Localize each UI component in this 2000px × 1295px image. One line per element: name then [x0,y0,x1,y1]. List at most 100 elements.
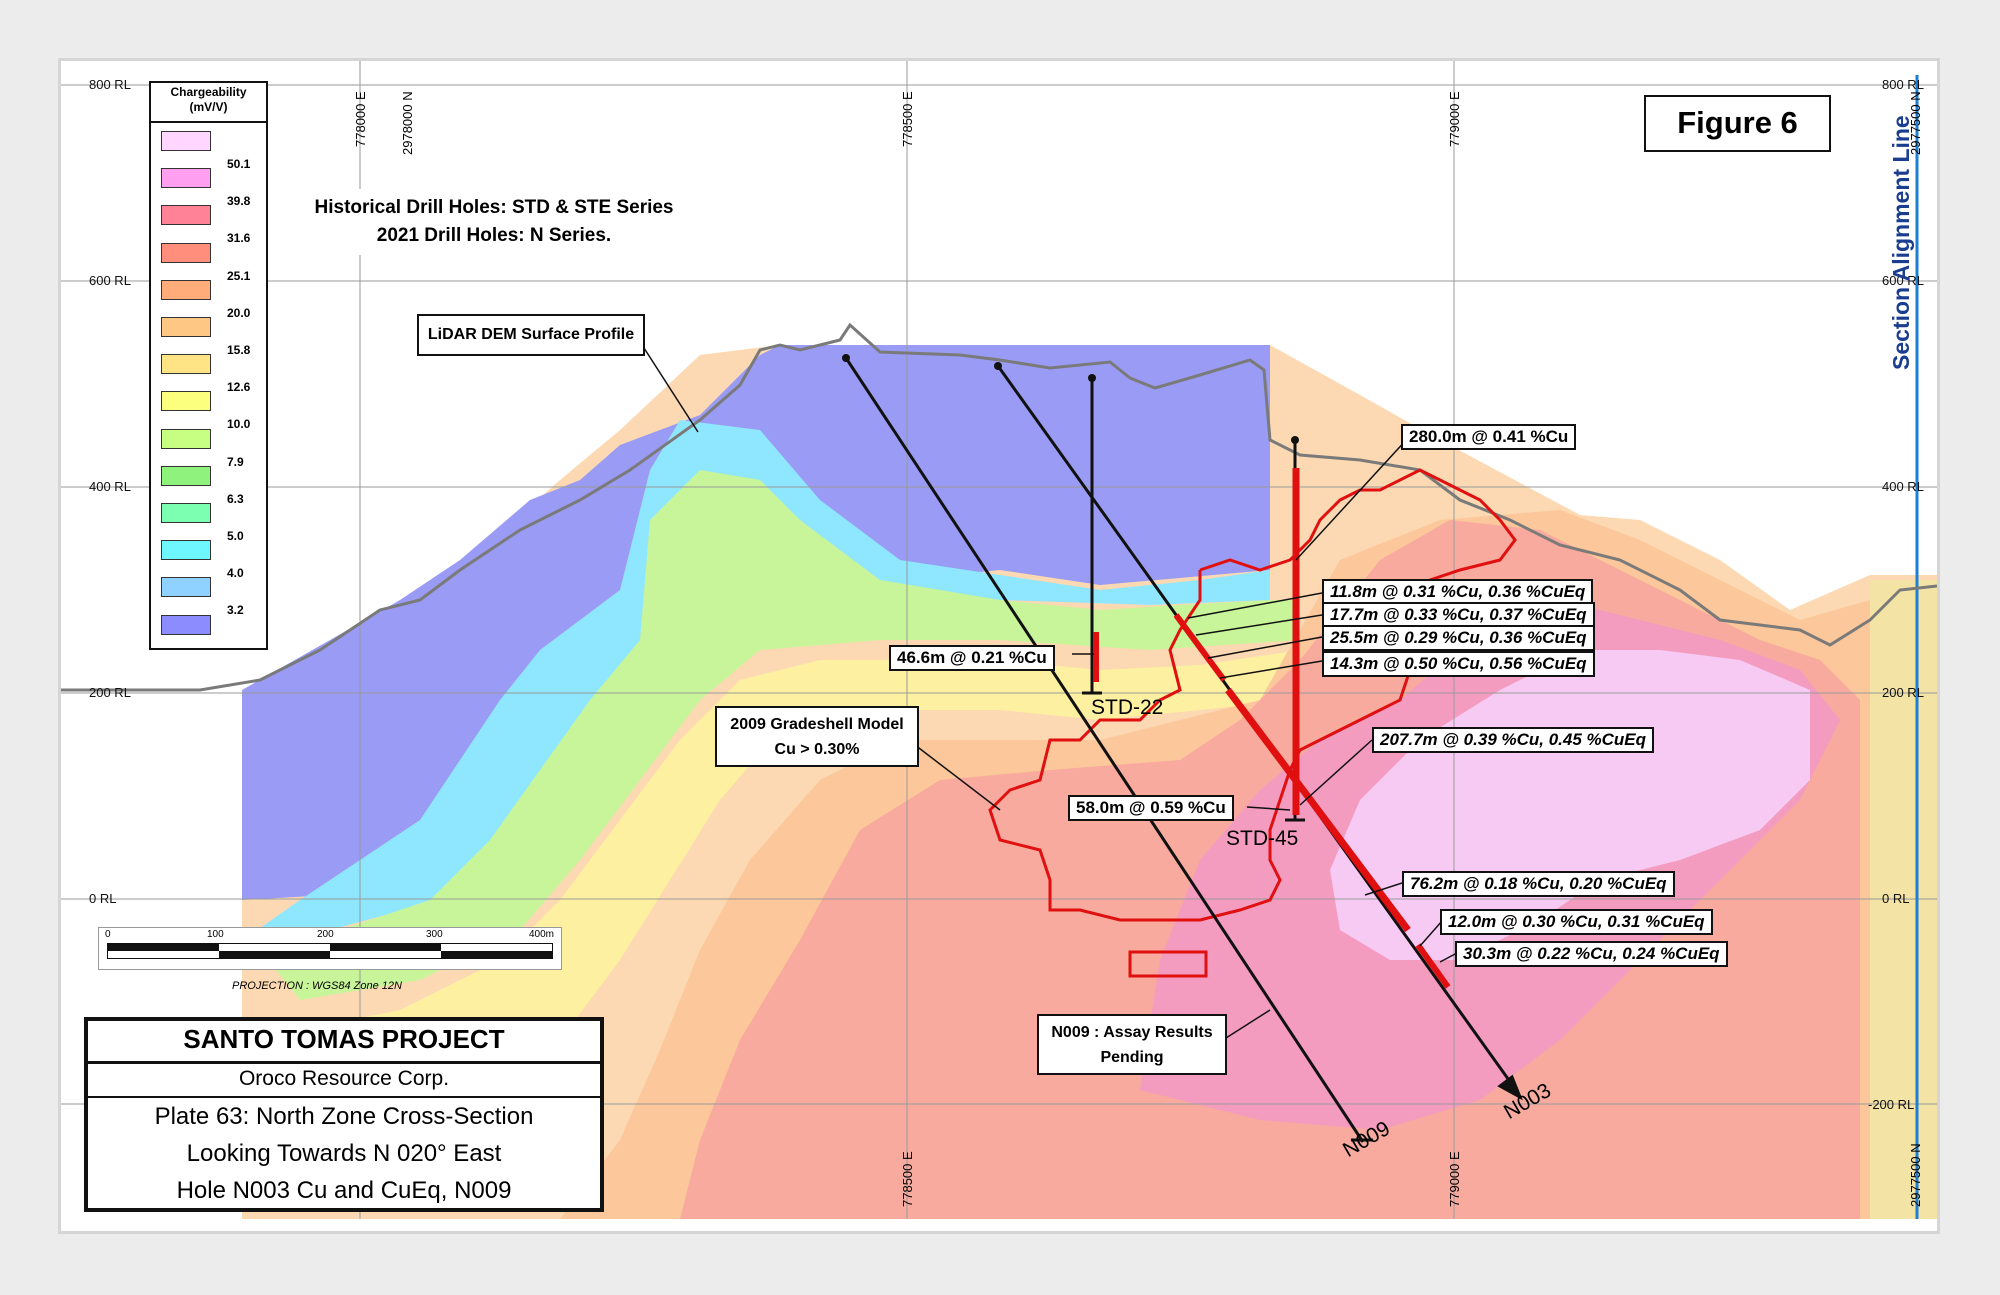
title-line-3: Hole N003 Cu and CuEq, N009 [176,1177,512,1204]
legend-swatch [161,465,211,486]
legend-value: 6.3 [227,491,244,506]
legend-swatch [161,354,211,375]
scale-bar: 0 100 200 300 400m [98,927,562,970]
legend-title: Chargeability (mV/V) [151,85,266,115]
legend-value: 20.0 [227,305,251,320]
drill-hole-series-note: Historical Drill Holes: STD & STE Series… [296,189,692,255]
legend-swatch [161,131,211,151]
hole-label-std45: STD-45 [1226,827,1299,850]
intercept-n003-lower [1415,943,1451,989]
title-line-1: Plate 63: North Zone Cross-Section [154,1103,534,1130]
rl-label-200-right: 200 RL [1882,685,1924,700]
gradeshell-line-2: Cu > 0.30% [774,741,860,758]
figure-label-box: Figure 6 [1644,95,1831,152]
intercept-label-58m: 58.0m @ 0.59 %Cu [1068,795,1234,821]
chargeability-zone-low-blue [242,345,1270,900]
title-project: SANTO TOMAS PROJECT [183,1024,505,1054]
intercept-label-14-3m: 14.3m @ 0.50 %Cu, 0.56 %CuEq [1322,651,1595,677]
title-company: Oroco Resource Corp. [238,1067,450,1090]
chargeability-legend: Chargeability (mV/V) 50.1 39.8 31.6 25.1 20.… [149,81,268,650]
rl-label-400-left: 400 RL [89,479,131,494]
leader-lines [643,347,1458,1039]
rl-label-800-right: 800 RL [1882,77,1924,92]
figure-label: Figure 6 [1677,105,1798,140]
rl-label-600-left: 600 RL [89,273,131,288]
legend-swatch [161,168,211,189]
collar-markers [842,354,1299,444]
intercept-label-207-7m: 207.7m @ 0.39 %Cu, 0.45 %CuEq [1372,727,1655,753]
legend-swatch [161,503,211,523]
legend-divider [151,121,266,123]
legend-swatch [161,540,211,561]
projection-label: PROJECTION : WGS84 Zone 12N [232,980,402,992]
intercept-label-17-7m: 17.7m @ 0.33 %Cu, 0.37 %CuEq [1322,602,1595,628]
legend-value: 39.8 [227,194,251,209]
scale-bar-segments [107,943,553,959]
drill-hole-n009-trace [844,357,1365,1143]
lidar-label-box: LiDAR DEM Surface Profile [417,314,645,356]
legend-swatch [161,614,211,635]
legend-swatch [161,279,211,300]
intercept-label-76-2m: 76.2m @ 0.18 %Cu, 0.20 %CuEq [1402,871,1675,897]
intercept-label-30-3m: 30.3m @ 0.22 %Cu, 0.24 %CuEq [1455,941,1728,967]
easting-label-779000-bottom: 779000 E [1447,1151,1462,1207]
rl-label-0-left: 0 RL [89,891,117,906]
easting-label-778500-top: 778500 E [900,91,915,147]
title-line-2: Looking Towards N 020° East [186,1140,502,1167]
northing-label-2978000-top: 2978000 N [400,91,415,155]
intercept-label-11-8m: 11.8m @ 0.31 %Cu, 0.36 %CuEq [1322,579,1594,605]
rl-label-minus200-right: -200 RL [1868,1097,1915,1112]
legend-value: 4.0 [227,566,244,581]
scale-tick-0: 0 [105,929,111,940]
scale-tick-100: 100 [207,929,224,940]
note-line-2: 2021 Drill Holes: N Series. [376,225,612,246]
rl-label-0-right: 0 RL [1882,891,1910,906]
gradeshell-label-box: 2009 Gradeshell Model Cu > 0.30% [715,706,919,767]
lidar-label: LiDAR DEM Surface Profile [427,326,635,343]
chargeability-zone-green [260,470,1300,1000]
rl-label-800-left: 800 RL [89,77,131,92]
legend-value: 3.2 [227,603,244,618]
legend-value: 25.1 [227,268,251,283]
legend-swatch [161,205,211,226]
legend-swatch [161,391,211,412]
legend-value: 50.1 [227,157,251,171]
legend-swatch [161,577,211,598]
legend-swatch [161,242,211,263]
intercept-label-25-5m: 25.5m @ 0.29 %Cu, 0.36 %CuEq [1322,625,1595,651]
n009-note-line-1: N009 : Assay Results [1051,1024,1213,1041]
lidar-surface-profile [61,322,1937,692]
legend-swatch [161,317,211,337]
n009-note-line-2: Pending [1100,1049,1164,1066]
scale-tick-200: 200 [317,929,334,940]
scale-tick-300: 300 [426,929,443,940]
chargeability-zone-cyan [250,420,1270,935]
section-alignment-label: Section Alignment Line [1888,115,1914,370]
drill-hole-n003-arrow [1497,1074,1523,1101]
rl-label-200-left: 200 RL [89,685,131,700]
legend-value: 31.6 [227,231,251,246]
legend-value: 12.6 [227,380,251,395]
gradeshell-outline [988,468,1517,922]
northing-label-2977500-bottom: 2977500 N [1908,1143,1923,1207]
legend-value: 15.8 [227,343,251,357]
intercept-label-46-6m: 46.6m @ 0.21 %Cu [889,645,1055,671]
easting-label-778000-top: 778000 E [353,91,368,147]
chargeability-model [242,345,1937,1219]
legend-value: 7.9 [227,454,244,469]
legend-value: 5.0 [227,529,244,543]
gradeshell-line-1: 2009 Gradeshell Model [730,716,904,733]
intercept-n003-upper [1173,613,1227,682]
legend-title-line2: (mV/V) [189,100,228,114]
chargeability-zone-yellow [300,650,1300,1090]
hole-label-std22: STD-22 [1091,696,1164,719]
easting-label-778500-bottom: 778500 E [900,1151,915,1207]
intercept-label-280m: 280.0m @ 0.41 %Cu [1401,424,1577,450]
title-block: SANTO TOMAS PROJECT Oroco Resource Corp.… [84,1017,604,1212]
legend-value: 10.0 [227,417,251,432]
note-line-1: Historical Drill Holes: STD & STE Series [314,197,674,218]
legend-swatch [161,428,211,449]
rl-label-400-right: 400 RL [1882,479,1924,494]
scale-tick-400: 400m [529,929,555,940]
